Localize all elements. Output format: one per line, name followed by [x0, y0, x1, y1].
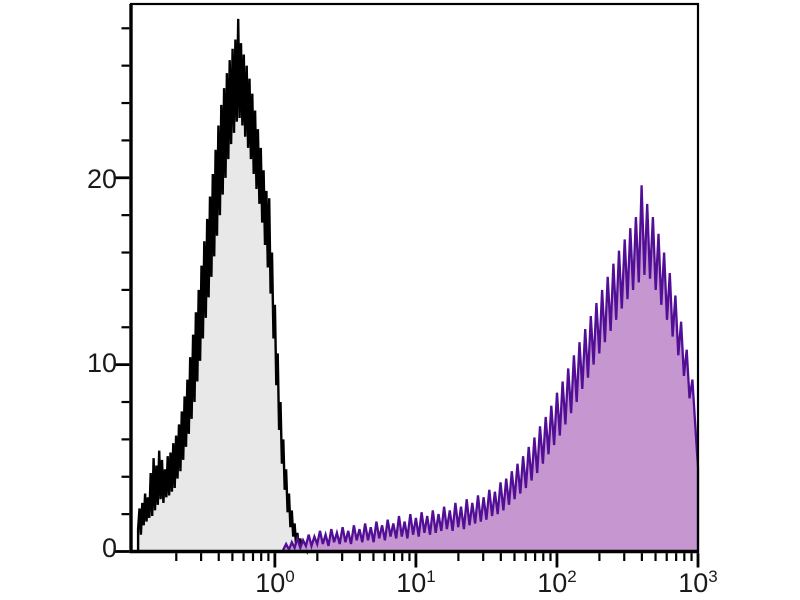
x-tick-label-1e3: 103	[653, 566, 743, 600]
x-tick-base: 10	[537, 568, 568, 598]
x-tick-label-1e0: 100	[230, 566, 320, 600]
x-tick-exponent: 0	[285, 567, 295, 586]
y-tick-label-20: 20	[86, 164, 117, 194]
x-tick-base: 10	[396, 568, 427, 598]
x-tick-base: 10	[678, 568, 709, 598]
y-tick-label-10: 10	[86, 348, 117, 378]
x-tick-exponent: 3	[708, 567, 718, 586]
x-tick-label-1e2: 102	[512, 566, 602, 600]
y-tick-label-0: 0	[101, 533, 117, 563]
x-tick-exponent: 1	[426, 567, 436, 586]
x-tick-label-1e1: 101	[371, 566, 461, 600]
x-tick-exponent: 2	[567, 567, 577, 586]
x-tick-base: 10	[255, 568, 286, 598]
